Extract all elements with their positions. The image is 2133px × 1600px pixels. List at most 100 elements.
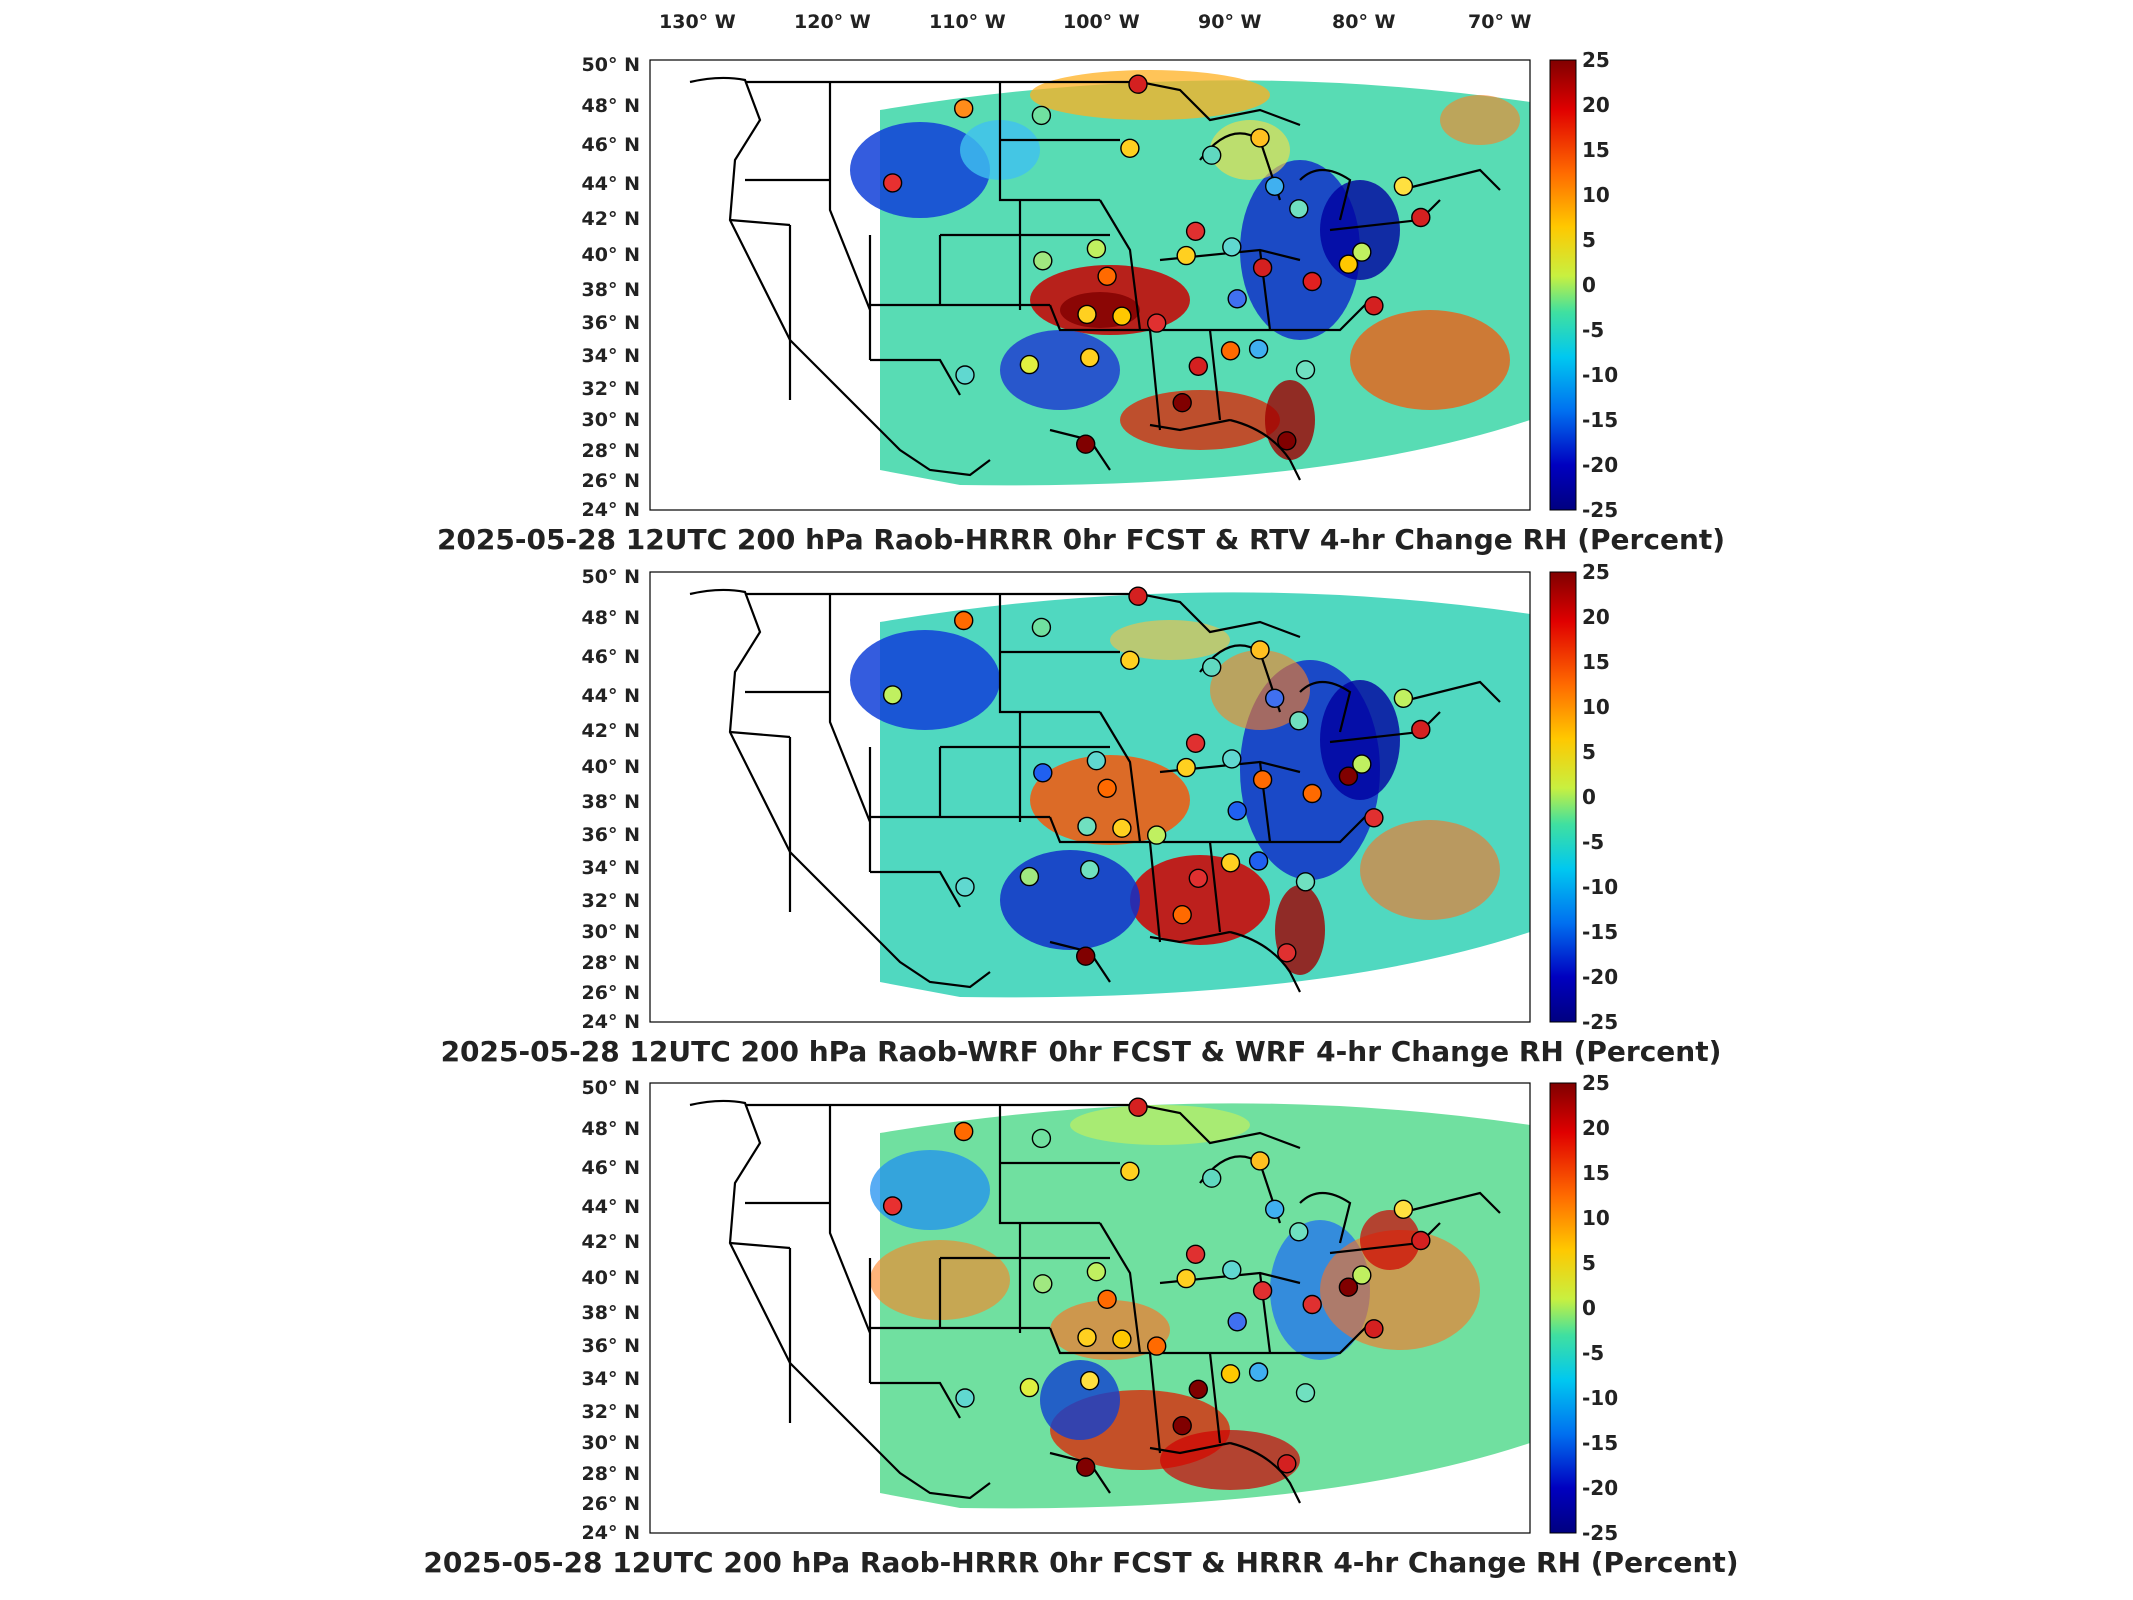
lat-label: 48° N: [582, 607, 640, 629]
lat-label: 44° N: [582, 1196, 640, 1218]
lat-label: 24° N: [582, 1011, 640, 1033]
raob-station-marker: [1295, 360, 1316, 380]
colorbar-tick-label: 10: [1582, 695, 1610, 719]
colorbar-tick-label: -10: [1582, 363, 1618, 387]
raob-station-marker: [1120, 1161, 1140, 1182]
lat-label: 42° N: [582, 720, 640, 742]
raob-station-marker: [1201, 657, 1222, 677]
raob-station-marker: [1302, 1294, 1322, 1315]
colorbar-tick-label: -25: [1582, 498, 1618, 522]
raob-station-marker: [1248, 1362, 1269, 1382]
colorbar-tick-label: -15: [1582, 1431, 1618, 1455]
raob-station-marker: [1112, 818, 1132, 838]
rh-field-layer: [870, 1103, 1530, 1509]
raob-station-marker: [1295, 872, 1316, 892]
raob-station-marker: [1031, 1128, 1052, 1149]
raob-station-marker: [1097, 266, 1117, 286]
colorbar-tick-label: 10: [1582, 1206, 1610, 1230]
lat-label: 34° N: [582, 345, 640, 367]
colorbar-tick-label: 0: [1582, 785, 1596, 809]
colorbar-tick-label: -20: [1582, 1476, 1618, 1500]
raob-station-marker: [1264, 1199, 1285, 1220]
raob-station-marker: [1411, 719, 1431, 740]
state-boundaries: [689, 76, 1501, 481]
raob-station-marker: [1302, 271, 1322, 292]
raob-station-marker: [1033, 1274, 1053, 1294]
raob-station-marker: [1201, 1168, 1222, 1188]
raob-station-marker: [1220, 341, 1241, 361]
raob-station-marker: [882, 1196, 903, 1216]
lat-label: 34° N: [582, 1368, 640, 1390]
lat-label: 36° N: [582, 1335, 640, 1357]
raob-station-marker: [1277, 943, 1297, 963]
colorbar-tick-label: 20: [1582, 605, 1610, 629]
panel-title: 2025-05-28 12UTC 200 hPa Raob-HRRR 0hr F…: [423, 1546, 1738, 1579]
lon-label: 120° W: [794, 11, 871, 33]
raob-station-marker: [955, 1388, 975, 1408]
colorbar-tick-label: 5: [1582, 1251, 1596, 1275]
raob-station-marker: [1302, 783, 1322, 804]
raob-station-marker: [1033, 251, 1053, 271]
colorbar-tick-label: 0: [1582, 1296, 1596, 1320]
raob-station-marker: [1112, 306, 1132, 326]
raob-station-marker: [1250, 640, 1270, 660]
raob-station-marker: [1264, 688, 1285, 708]
raob-station-marker: [1277, 431, 1297, 451]
raob-station-marker: [1146, 1336, 1167, 1356]
lon-label: 70° W: [1468, 11, 1532, 33]
lat-label: 38° N: [582, 279, 640, 301]
colorbar: 25 20 15 10 5 0 -5 -10 -15 -20 -25: [1549, 48, 1618, 522]
lat-label: 50° N: [582, 54, 640, 76]
raob-station-marker: [1077, 304, 1097, 325]
lat-label: 36° N: [582, 824, 640, 846]
raob-station-marker: [954, 1121, 974, 1142]
lat-label: 36° N: [582, 312, 640, 334]
lat-label: 40° N: [582, 1267, 640, 1289]
lat-label: 48° N: [582, 1118, 640, 1140]
lat-label: 30° N: [582, 921, 640, 943]
colorbar-tick-label: 20: [1582, 93, 1610, 117]
colorbar-tick-label: 5: [1582, 740, 1596, 764]
lat-label: 42° N: [582, 208, 640, 230]
colorbar-gradient: [1549, 59, 1577, 511]
colorbar-tick-label: -15: [1582, 920, 1618, 944]
raob-station-marker: [1146, 313, 1167, 333]
colorbar-tick-label: 5: [1582, 228, 1596, 252]
raob-station-marker: [1250, 1151, 1270, 1171]
lon-label: 90° W: [1198, 11, 1262, 33]
colorbar-tick-label: -5: [1582, 830, 1604, 854]
colorbar-tick-label: -5: [1582, 1341, 1604, 1365]
raob-station-marker: [1019, 866, 1040, 887]
raob-station-marker: [1364, 296, 1384, 316]
map-frame: [649, 59, 1531, 511]
lat-label: 38° N: [582, 1302, 640, 1324]
raob-station-marker: [1227, 289, 1247, 309]
raob-station-marker: [882, 685, 903, 705]
lat-label: 40° N: [582, 756, 640, 778]
raob-station-marker: [1097, 1289, 1117, 1310]
lat-axis-labels: 50° N 48° N 46° N 44° N 42° N 40° N 38° …: [582, 54, 640, 521]
raob-station-marker: [1264, 176, 1285, 197]
lat-label: 26° N: [582, 1493, 640, 1515]
map-panel-hrrr: 50° N 48° N 46° N 44° N 42° N 40° N 38° …: [423, 1071, 1738, 1579]
lat-label: 26° N: [582, 470, 640, 492]
panel-title: 2025-05-28 12UTC 200 hPa Raob-HRRR 0hr F…: [437, 523, 1725, 556]
raob-station-marker: [1411, 1230, 1431, 1251]
raob-station-marker: [1248, 339, 1269, 359]
raob-station-marker: [1252, 770, 1273, 790]
lat-label: 40° N: [582, 244, 640, 266]
lat-label: 26° N: [582, 982, 640, 1004]
raob-station-marker: [1128, 1097, 1148, 1117]
lat-label: 32° N: [582, 378, 640, 400]
raob-station-marker: [1176, 757, 1196, 778]
rh-field-layer: [850, 70, 1530, 486]
raob-station-marker: [1120, 650, 1140, 670]
colorbar-tick-label: 15: [1582, 138, 1610, 162]
raob-station-marker: [1075, 946, 1096, 966]
colorbar-tick-label: 25: [1582, 1071, 1610, 1095]
lat-label: 24° N: [582, 499, 640, 521]
raob-station-marker: [1364, 808, 1384, 828]
colorbar: 25 20 15 10 5 0 -5 -10 -15 -20 -25: [1549, 1071, 1618, 1545]
raob-station-marker: [1188, 868, 1209, 888]
